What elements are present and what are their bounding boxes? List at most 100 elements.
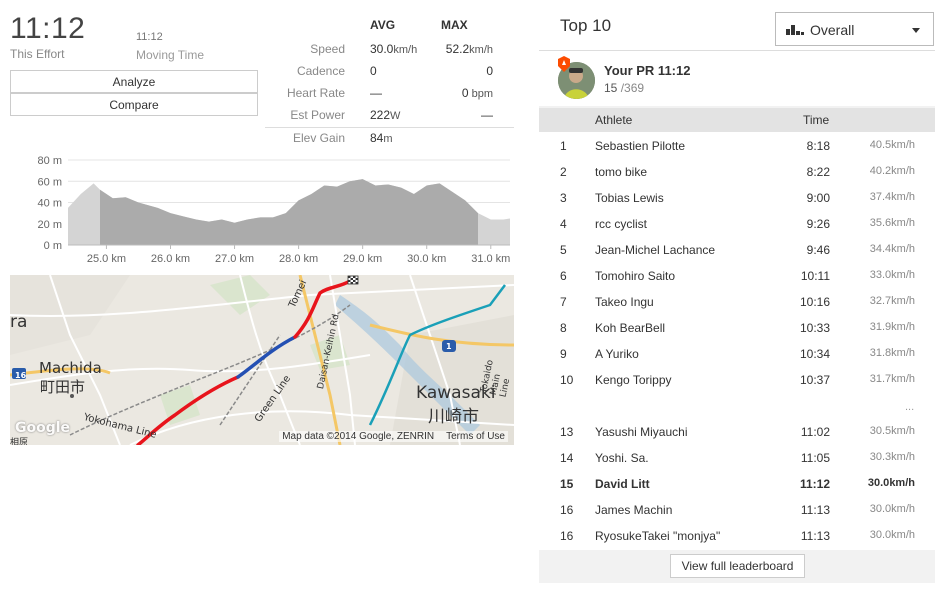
row-athlete-name[interactable]: Yasushi Miyauchi <box>595 425 688 439</box>
row-rank: 2 <box>560 165 567 179</box>
row-speed-unit: km/h <box>889 477 915 489</box>
map-label-kawasaki-jp: 川崎市 <box>428 407 479 427</box>
row-rank: 6 <box>560 269 567 283</box>
view-full-leaderboard-button[interactable]: View full leaderboard <box>670 554 805 578</box>
row-speed-unit: km/h <box>891 425 915 437</box>
stat-avg: 30.0km/h <box>370 42 417 56</box>
stat-max-unit: bpm <box>468 88 493 100</box>
row-athlete-name[interactable]: Yoshi. Sa. <box>595 451 649 465</box>
column-time[interactable]: Time <box>803 113 830 127</box>
row-speed-unit: km/h <box>891 451 915 463</box>
stat-max-value: 0 <box>461 86 469 100</box>
map-poi-marker <box>70 394 74 398</box>
leaderboard-row[interactable]: 16 James Machin 11:13 30.0km/h <box>539 496 935 522</box>
row-speed-value: 30.3 <box>869 451 892 463</box>
row-athlete-name[interactable]: James Machin <box>595 503 673 517</box>
map-attribution: Map data ©2014 Google, ZENRIN Terms of Us… <box>279 431 508 442</box>
y-tick-label: 0 m <box>44 240 62 252</box>
leaderboard-row[interactable]: 16 RyosukeTakei "monjya" 11:13 30.0km/h <box>539 522 935 548</box>
finish-flag-icon <box>347 275 359 285</box>
route-map[interactable]: 16 1 ra Machida 町田市 Kawasaki 川崎市 Yokoham… <box>10 275 514 445</box>
leaderboard-row[interactable]: 14 Yoshi. Sa. 11:05 30.3km/h <box>539 444 935 470</box>
stat-avg: 0 <box>370 64 377 78</box>
x-tick-label: 27.0 km <box>215 253 254 265</box>
bar-chart-icon <box>786 25 804 35</box>
stats-row: Heart Rate — 0 bpm <box>265 86 514 108</box>
row-speed-unit: km/h <box>891 529 915 541</box>
leaderboard-row[interactable]: 1 Sebastien Pilotte 8:18 40.5km/h <box>539 132 935 158</box>
analyze-button[interactable]: Analyze <box>10 70 258 93</box>
row-speed: 40.5km/h <box>870 139 915 151</box>
row-athlete-name[interactable]: tomo bike <box>595 165 648 179</box>
stats-row: Speed 30.0km/h 52.2km/h <box>265 42 514 64</box>
leaderboard-row-current-user[interactable]: 15 David Litt 11:12 30.0km/h <box>539 470 935 496</box>
map-label-machida: Machida <box>39 359 102 377</box>
leaderboard-row[interactable]: 13 Yasushi Miyauchi 11:02 30.5km/h <box>539 418 935 444</box>
map-label-tokaido-main: Tokaido Main Line <box>479 358 513 399</box>
row-athlete-name[interactable]: Kengo Torippy <box>595 373 672 387</box>
stat-label: Heart Rate <box>286 86 345 100</box>
leaderboard-row[interactable]: 4 rcc cyclist 9:26 35.6km/h <box>539 210 935 236</box>
avatar[interactable] <box>558 62 595 99</box>
column-athlete[interactable]: Athlete <box>595 113 633 127</box>
row-time: 10:34 <box>799 347 830 361</box>
stat-max-value: 0 <box>486 64 493 78</box>
row-athlete-name[interactable]: Jean-Michel Lachance <box>595 243 716 257</box>
row-speed: 30.3km/h <box>870 451 915 463</box>
map-label-kawasaki: Kawasaki <box>416 383 496 403</box>
leaderboard-row[interactable]: 9 A Yuriko 10:34 31.8km/h <box>539 340 935 366</box>
y-tick-label: 60 m <box>38 176 62 188</box>
row-speed-value: 32.7 <box>869 295 892 307</box>
row-speed-value: 31.7 <box>869 373 892 385</box>
map-label-edge-jp: 相原 <box>10 438 29 445</box>
row-speed: 34.4km/h <box>870 243 915 255</box>
stat-max-value: 52.2 <box>445 42 470 56</box>
row-speed: 32.7km/h <box>870 295 915 307</box>
map-terms-link[interactable]: Terms of Use <box>446 431 505 442</box>
leaderboard-row[interactable]: 3 Tobias Lewis 9:00 37.4km/h <box>539 184 935 210</box>
row-athlete-name[interactable]: David Litt <box>595 477 650 491</box>
row-speed: 30.0km/h <box>870 503 915 515</box>
map-canvas[interactable] <box>10 275 514 445</box>
row-rank: 16 <box>560 529 574 543</box>
row-speed-value: 33.0 <box>869 269 892 281</box>
stats-divider <box>265 127 514 128</box>
x-tick-label: 30.0 km <box>407 253 446 265</box>
row-rank: 3 <box>560 191 567 205</box>
leaderboard-row[interactable]: 8 Koh BearBell 10:33 31.9km/h <box>539 314 935 340</box>
pr-rank: 15 /369 <box>604 81 644 95</box>
row-time: 11:12 <box>799 477 830 491</box>
effort-time-label: This Effort <box>10 47 65 61</box>
row-athlete-name[interactable]: Koh BearBell <box>595 321 666 335</box>
leaderboard-row[interactable]: 2 tomo bike 8:22 40.2km/h <box>539 158 935 184</box>
row-speed-unit: km/h <box>891 243 915 255</box>
stat-label: Cadence <box>296 64 345 78</box>
row-athlete-name[interactable]: rcc cyclist <box>595 217 647 231</box>
leaderboard-row[interactable]: 5 Jean-Michel Lachance 9:46 34.4km/h <box>539 236 935 262</box>
map-label-machida-jp: 町田市 <box>40 378 86 396</box>
stat-max: — <box>481 108 493 122</box>
leaderboard-row[interactable]: 6 Tomohiro Saito 10:11 33.0km/h <box>539 262 935 288</box>
row-athlete-name[interactable]: RyosukeTakei "monjya" <box>595 529 721 543</box>
row-athlete-name[interactable]: Takeo Ingu <box>595 295 654 309</box>
row-athlete-name[interactable]: Sebastien Pilotte <box>595 139 686 153</box>
stat-max: 52.2km/h <box>446 42 493 56</box>
row-athlete-name[interactable]: Tomohiro Saito <box>595 269 676 283</box>
row-speed: 40.2km/h <box>870 165 915 177</box>
row-speed-value: 35.6 <box>869 217 892 229</box>
leaderboard-row[interactable]: 7 Takeo Ingu 10:16 32.7km/h <box>539 288 935 314</box>
x-tick-label: 26.0 km <box>151 253 190 265</box>
pr-title: Your PR 11:12 <box>604 63 691 78</box>
stat-label: Elev Gain <box>292 131 345 145</box>
row-time: 10:37 <box>799 373 830 387</box>
stat-max: 0 <box>486 64 493 78</box>
row-time: 10:16 <box>799 295 830 309</box>
compare-button[interactable]: Compare <box>10 93 258 116</box>
row-speed: 30.5km/h <box>870 425 915 437</box>
leaderboard-filter-dropdown[interactable]: Overall <box>775 12 934 46</box>
row-athlete-name[interactable]: A Yuriko <box>595 347 639 361</box>
row-speed: 37.4km/h <box>870 191 915 203</box>
row-athlete-name[interactable]: Tobias Lewis <box>595 191 664 205</box>
leaderboard-row[interactable]: 10 Kengo Torippy 10:37 31.7km/h <box>539 366 935 392</box>
row-time: 8:22 <box>806 165 830 179</box>
